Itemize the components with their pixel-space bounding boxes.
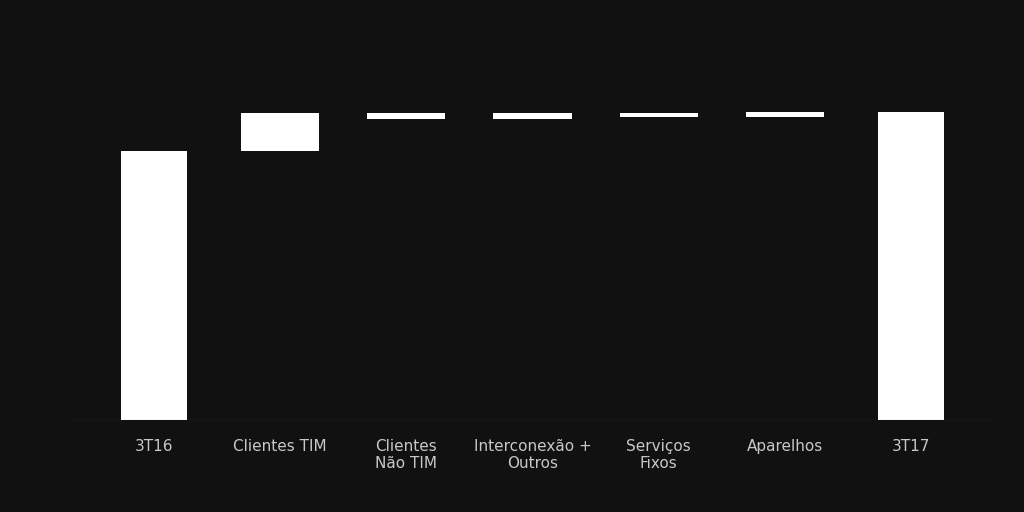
Bar (745, 112, 824, 117)
Bar (121, 151, 186, 420)
Bar (367, 113, 445, 119)
Bar (241, 113, 319, 151)
Bar (620, 113, 698, 117)
Bar (494, 113, 571, 119)
Bar (879, 112, 944, 420)
